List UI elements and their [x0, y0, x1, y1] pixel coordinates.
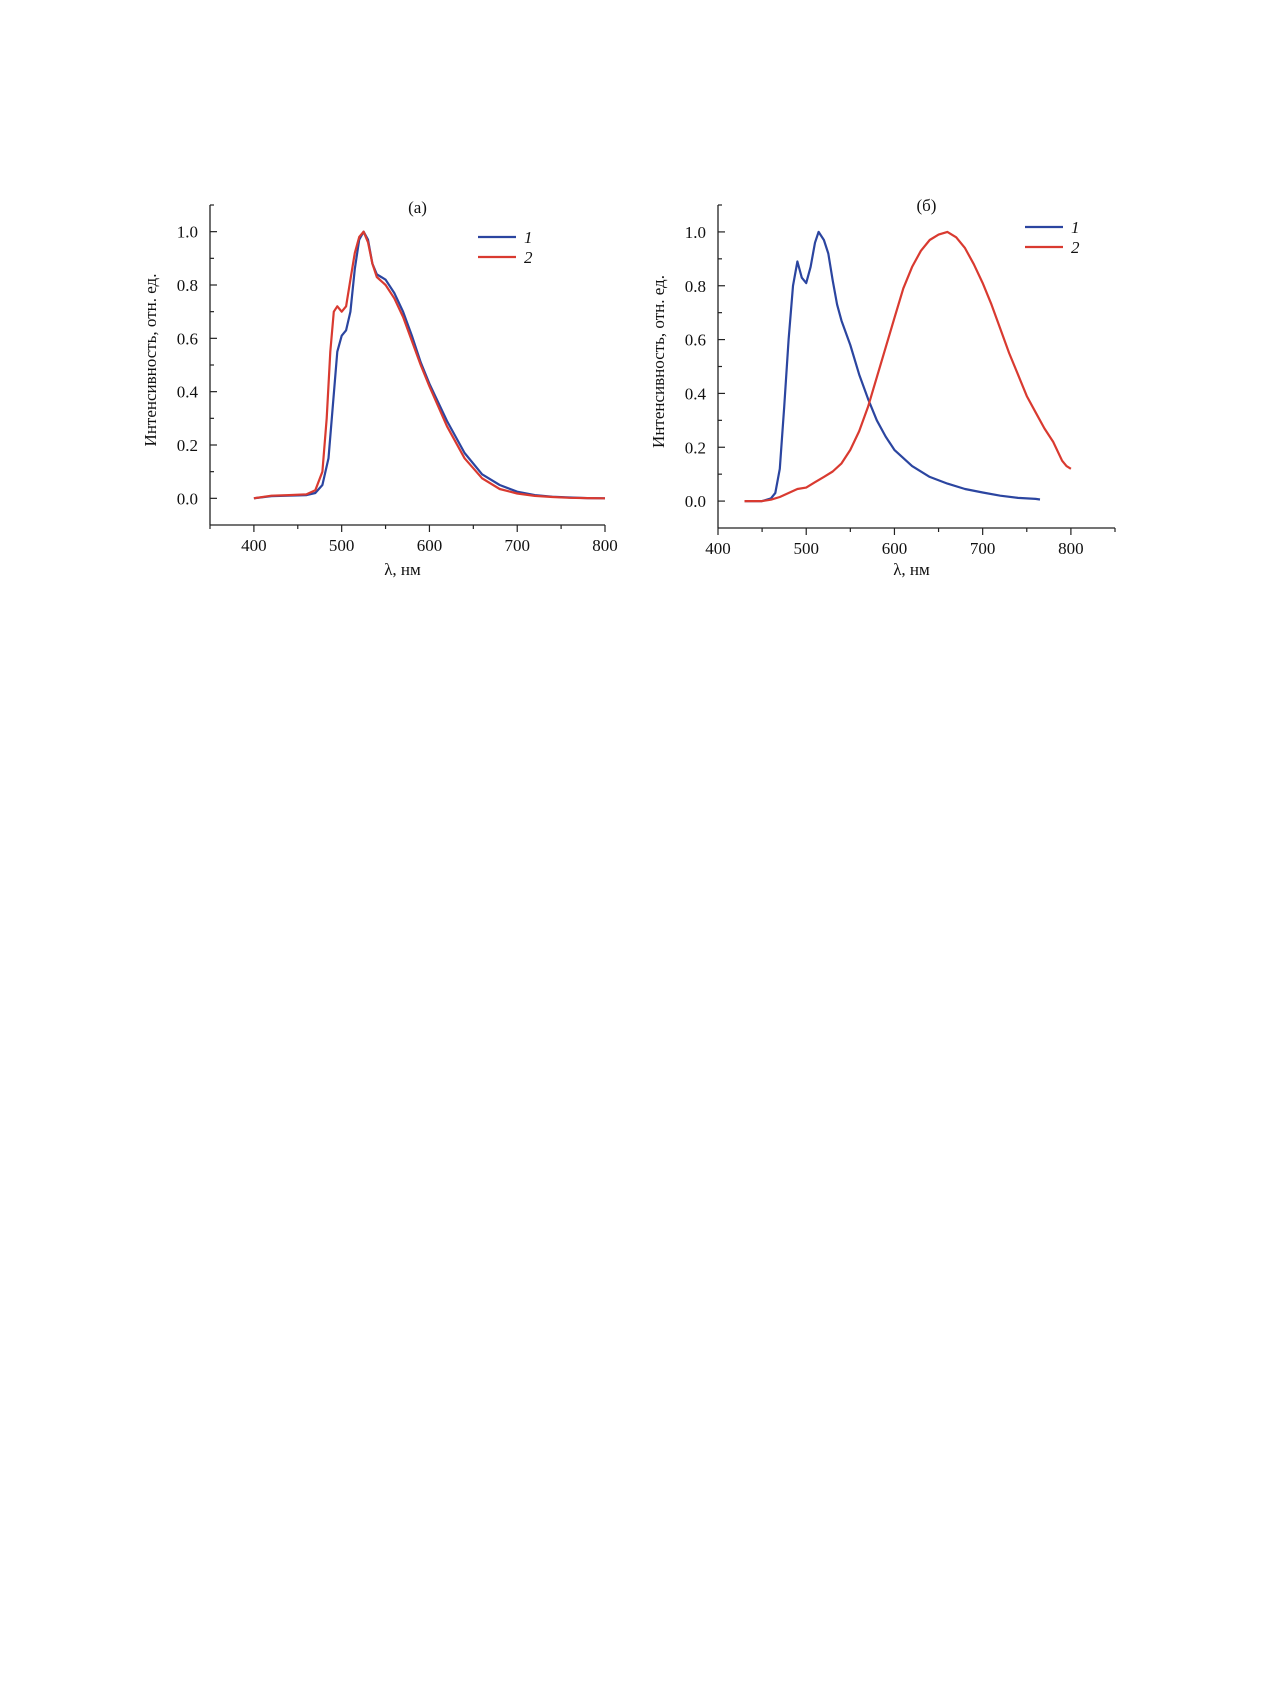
legend-label-b-2: 2	[1071, 238, 1080, 257]
x-tick-label-b: 600	[882, 539, 908, 558]
panel-title-a: (а)	[408, 198, 427, 217]
x-axis-label-b: λ, нм	[893, 560, 930, 579]
y-tick-label-b: 0.8	[685, 277, 706, 296]
legend-label-a-2: 2	[524, 248, 533, 267]
y-tick-label-a: 0.6	[177, 329, 198, 348]
x-axis-label-a: λ, нм	[384, 560, 421, 579]
y-tick-label-b: 0.0	[685, 492, 706, 511]
series-line-b-1	[744, 230, 1041, 503]
y-tick-label-b: 0.6	[685, 331, 706, 350]
y-tick-label-a: 1.0	[177, 223, 198, 242]
x-tick-label-b: 700	[970, 539, 996, 558]
x-tick-label-a: 800	[592, 536, 618, 555]
y-tick-label-b: 0.4	[685, 384, 707, 403]
x-tick-label-b: 400	[705, 539, 731, 558]
x-tick-label-a: 500	[329, 536, 355, 555]
y-tick-label-a: 0.0	[177, 489, 198, 508]
panel-title-b: (б)	[917, 196, 937, 215]
chart-panel-b: 400 500 600 700 800 0.0 0.2 0.4 0.6 0.8 1.0 (б) λ, н…	[649, 196, 1116, 579]
series-line-a-1	[253, 230, 606, 500]
y-tick-label-a: 0.2	[177, 436, 198, 455]
series-line-b-2	[744, 230, 1072, 503]
y-tick-label-a: 0.4	[177, 383, 199, 402]
x-tick-label-a: 600	[417, 536, 443, 555]
chart-panel-a: 400 500 600 700 800 0.0 0.2 0.4 0.6 0.8 1.0 (а) λ, н…	[141, 198, 618, 579]
y-tick-label-a: 0.8	[177, 276, 198, 295]
legend-label-a-1: 1	[524, 228, 533, 247]
x-tick-label-a: 400	[241, 536, 267, 555]
x-tick-label-b: 500	[793, 539, 819, 558]
y-axis-label-b: Интенсивность, отн. ед.	[649, 275, 668, 448]
legend-label-b-1: 1	[1071, 218, 1080, 237]
series-line-a-2	[253, 230, 606, 500]
y-tick-label-b: 0.2	[685, 438, 706, 457]
y-tick-label-b: 1.0	[685, 223, 706, 242]
x-tick-label-a: 700	[504, 536, 530, 555]
y-axis-label-a: Интенсивность, отн. ед.	[141, 274, 160, 447]
x-tick-label-b: 800	[1058, 539, 1084, 558]
